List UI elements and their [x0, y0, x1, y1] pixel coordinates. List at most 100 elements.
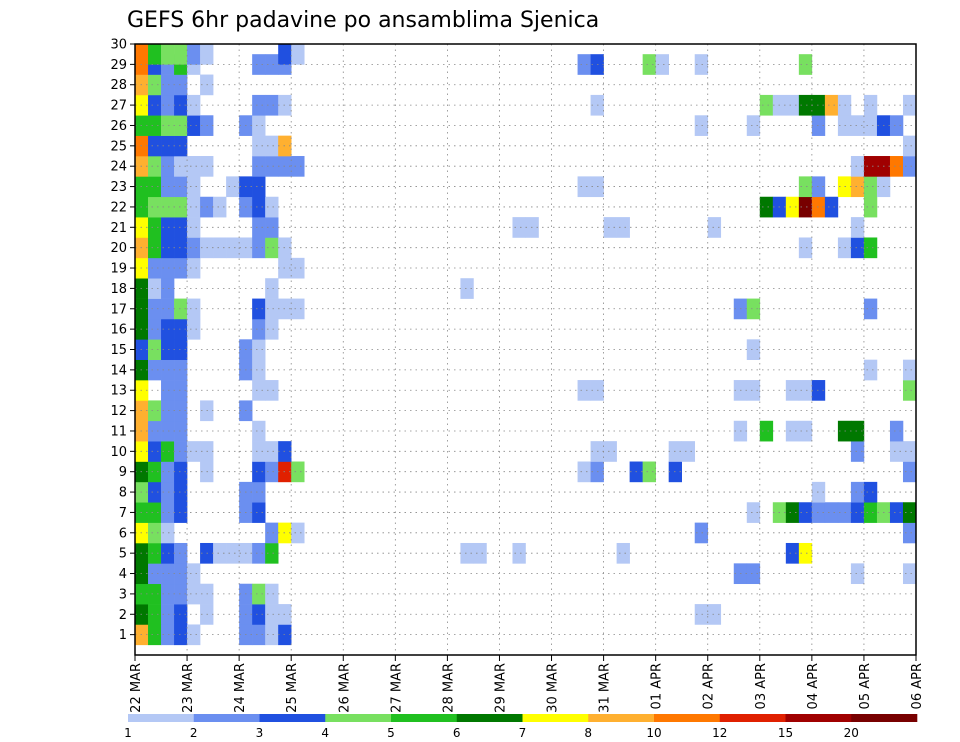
- heatmap-cell: [174, 237, 188, 259]
- heatmap-cell: [174, 481, 188, 503]
- heatmap-cell: [174, 44, 188, 65]
- heatmap-cell: [148, 217, 162, 238]
- heatmap-cell: [187, 624, 201, 646]
- heatmap-cell: [512, 542, 526, 564]
- heatmap-cell: [174, 441, 188, 462]
- heatmap-cell: [265, 441, 279, 462]
- x-tick-label: 06 APR: [910, 663, 925, 709]
- heatmap-cell: [746, 339, 761, 360]
- heatmap-cell: [746, 502, 761, 523]
- heatmap-cell: [148, 481, 162, 503]
- heatmap-cell: [174, 420, 188, 442]
- heatmap-cell: [174, 563, 188, 585]
- heatmap-cell: [785, 380, 800, 401]
- heatmap-cell: [577, 54, 591, 75]
- heatmap-cell: [863, 298, 878, 320]
- heatmap-cell: [252, 461, 266, 483]
- x-tick-label: 05 APR: [858, 663, 873, 709]
- colorbar-swatch: [456, 714, 523, 722]
- heatmap-cell: [265, 380, 279, 401]
- heatmap-cell: [265, 522, 279, 544]
- heatmap-cell: [707, 604, 722, 625]
- heatmap-cell: [148, 339, 162, 360]
- heatmap-cell: [174, 400, 188, 422]
- heatmap-cell: [252, 196, 266, 218]
- heatmap-cell: [174, 196, 188, 218]
- y-tick-label: 11: [110, 424, 127, 439]
- heatmap-cell: [811, 176, 826, 198]
- y-tick-label: 27: [110, 99, 127, 114]
- heatmap-cell: [265, 583, 279, 605]
- heatmap-cell: [265, 94, 279, 116]
- heatmap-cell: [161, 339, 175, 360]
- heatmap-cell: [265, 237, 279, 259]
- heatmap-cell: [265, 278, 279, 299]
- heatmap-cell: [642, 54, 656, 75]
- heatmap-cell: [174, 176, 188, 198]
- heatmap-cell: [291, 257, 305, 279]
- heatmap-cell: [213, 237, 227, 259]
- heatmap-cell: [252, 420, 266, 442]
- heatmap-cell: [694, 115, 709, 136]
- heatmap-cell: [161, 522, 175, 544]
- heatmap-cell: [252, 115, 266, 136]
- y-tick-label: 5: [119, 547, 127, 562]
- heatmap-cell: [785, 420, 800, 442]
- heatmap-cell: [252, 604, 266, 625]
- heatmap-cell: [759, 420, 774, 442]
- y-tick-label: 14: [110, 363, 127, 378]
- heatmap-cell: [226, 237, 240, 259]
- heatmap-cell: [187, 196, 201, 218]
- y-tick-label: 13: [110, 384, 127, 399]
- heatmap-cell: [798, 176, 813, 198]
- heatmap-cell: [863, 115, 878, 136]
- y-tick-label: 3: [119, 587, 127, 602]
- heatmap-cell: [187, 441, 201, 462]
- heatmap-cell: [694, 54, 709, 75]
- heatmap-cell: [148, 420, 162, 442]
- heatmap-cell: [174, 542, 188, 564]
- heatmap-cell: [798, 502, 813, 523]
- heatmap-cell: [148, 44, 162, 65]
- heatmap-cell: [265, 156, 279, 177]
- heatmap-cell: [174, 115, 188, 136]
- heatmap-cell: [785, 502, 800, 523]
- y-tick-label: 20: [110, 241, 127, 256]
- y-tick-label: 7: [119, 506, 127, 521]
- heatmap-cell: [148, 359, 162, 381]
- heatmap-cell: [174, 583, 188, 605]
- x-tick-label: 27 MAR: [389, 663, 404, 713]
- heatmap-cell: [603, 441, 617, 462]
- heatmap-cell: [187, 217, 201, 238]
- colorbar: 1 2 3 4 5 6 7 8 10 12 15 20: [124, 714, 918, 740]
- heatmap-cell: [148, 156, 162, 177]
- heatmap-cell: [187, 176, 201, 198]
- heatmap-cell: [798, 54, 813, 75]
- heatmap-cell: [473, 542, 487, 564]
- y-tick-label: 4: [119, 567, 127, 582]
- heatmap-cell: [174, 604, 188, 625]
- y-tick-label: 16: [110, 323, 127, 338]
- heatmap-cell: [850, 156, 865, 177]
- colorbar-swatch: [325, 714, 392, 722]
- heatmap-cell: [798, 380, 813, 401]
- y-tick-label: 9: [119, 465, 127, 480]
- heatmap-cell: [200, 44, 214, 65]
- heatmap-cell: [265, 461, 279, 483]
- heatmap-cells: [135, 44, 917, 646]
- heatmap-cell: [148, 196, 162, 218]
- heatmap-cell: [161, 278, 175, 299]
- heatmap-cell: [291, 44, 305, 65]
- heatmap-cell: [187, 563, 201, 585]
- colorbar-label: 8: [584, 726, 592, 740]
- heatmap-cell: [824, 196, 839, 218]
- heatmap-cell: [252, 135, 266, 157]
- heatmap-cell: [148, 278, 162, 299]
- heatmap-cell: [174, 257, 188, 279]
- x-tick-label: 31 MAR: [598, 663, 613, 713]
- heatmap-cell: [811, 380, 826, 401]
- y-tick-label: 18: [110, 282, 127, 297]
- heatmap-cell: [226, 542, 240, 564]
- heatmap-cell: [252, 176, 266, 198]
- heatmap-cell: [265, 217, 279, 238]
